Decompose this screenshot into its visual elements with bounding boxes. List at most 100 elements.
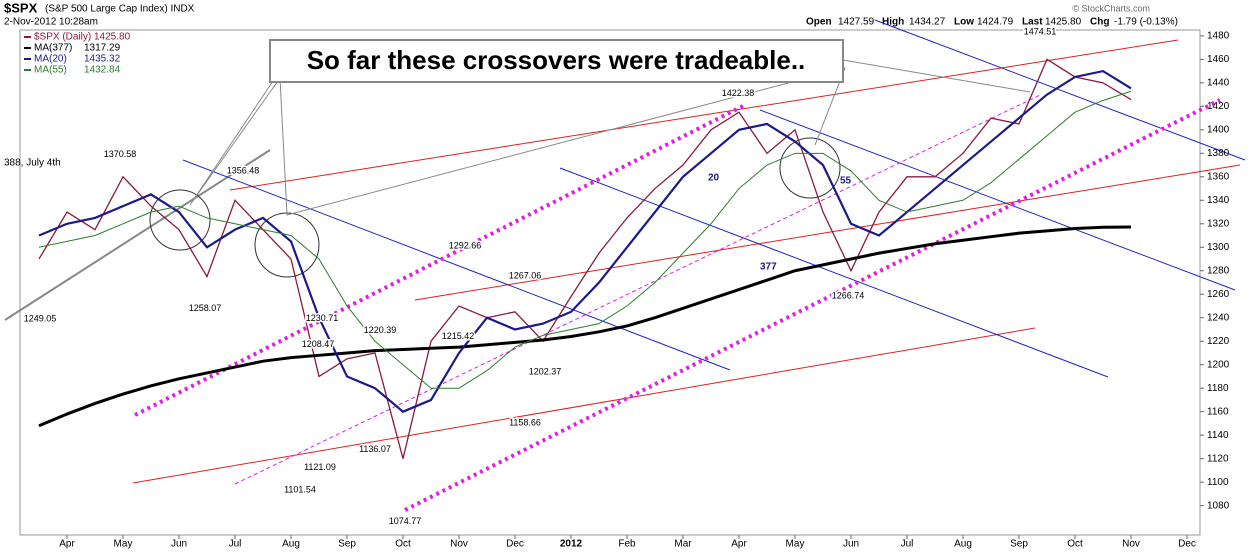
x-tick-label: Apr	[731, 539, 747, 550]
series-line	[38, 90, 1132, 389]
y-tick-label: 1360	[1207, 171, 1230, 182]
x-tick-label: May	[786, 539, 805, 550]
y-tick-label: 1320	[1207, 218, 1230, 229]
price-label: 1266.74	[832, 291, 865, 301]
note: 377	[760, 262, 777, 273]
legend-value: 1432.84	[84, 65, 121, 76]
quote-label: High	[882, 17, 904, 28]
credit: © StockCharts.com	[1072, 3, 1150, 13]
trend-line	[404, 98, 1221, 512]
legend-swatch	[24, 58, 31, 60]
price-label: 1220.39	[364, 325, 397, 335]
x-tick-label: May	[114, 539, 133, 550]
trend-line	[414, 164, 1241, 301]
legend-name: MA(377)	[34, 43, 72, 54]
price-label: 1230.71	[306, 313, 339, 323]
symbol: $SPX	[4, 0, 38, 15]
x-tick-label: Jul	[901, 539, 914, 550]
price-label: 1202.37	[529, 366, 562, 376]
legend-swatch	[24, 47, 31, 49]
x-tick-label: Mar	[674, 539, 692, 550]
trend-line	[132, 327, 1036, 484]
y-tick-label: 1100	[1207, 477, 1229, 488]
legend-swatch	[24, 69, 31, 71]
price-label: 1474.51	[1024, 27, 1057, 37]
trend-line	[4, 149, 271, 321]
y-tick-label: 1120	[1207, 453, 1229, 464]
crossover-circle	[149, 189, 211, 251]
trend-line	[182, 159, 731, 371]
x-tick-label: Feb	[618, 539, 636, 550]
trend-line	[759, 109, 1236, 291]
price-label: 1215.42	[442, 331, 475, 341]
series-line	[38, 69, 1132, 413]
price-label: 1121.09	[304, 462, 336, 472]
series-line	[38, 225, 1132, 428]
legend-value: 1317.29	[84, 43, 121, 54]
quote: Open 1427.59 High 1434.27 Low 1424.79 La…	[806, 17, 1178, 28]
price-label: 1356.48	[227, 165, 260, 175]
callout-text: So far these crossovers were tradeable..	[307, 45, 806, 75]
y-tick-label: 1140	[1207, 430, 1229, 441]
price-label: 1249.05	[24, 313, 57, 323]
y-tick-label: 1240	[1207, 312, 1230, 323]
x-tick-label: Dec	[506, 539, 524, 550]
note: 388, July 4th	[4, 158, 61, 169]
quote-label: Chg	[1090, 17, 1109, 28]
series-layer	[38, 58, 1132, 459]
legend-name: MA(20)	[34, 54, 67, 65]
trend-line	[229, 39, 1179, 191]
legend-swatch	[24, 36, 31, 38]
y-tick-label: 1160	[1207, 406, 1229, 417]
trend-lines	[4, 19, 1246, 512]
y-tick-label: 1200	[1207, 359, 1230, 370]
y-tick-label: 1460	[1207, 54, 1230, 65]
y-tick-label: 1480	[1207, 31, 1230, 42]
trend-line	[559, 167, 1109, 378]
callout-pointer	[842, 59, 1031, 93]
quote-value: -1.79 (-0.13%)	[1114, 17, 1178, 28]
y-tick-label: 1380	[1207, 148, 1230, 159]
y-tick-label: 1180	[1207, 383, 1229, 394]
callout-box	[269, 39, 844, 83]
price-label: 1370.58	[104, 149, 137, 159]
quote-label: Last	[1022, 17, 1043, 28]
price-label: 1208.47	[302, 339, 335, 349]
trend-line	[874, 19, 1246, 161]
x-tick-label: Nov	[450, 539, 468, 550]
x-tick-label: Aug	[954, 539, 972, 550]
legend-value: 1435.32	[84, 54, 121, 65]
x-tick-label: Sep	[1010, 539, 1028, 550]
quote-label: Low	[954, 17, 974, 28]
crossover-circle	[779, 137, 841, 199]
quote-value: 1434.27	[909, 17, 946, 28]
note: 20	[708, 173, 720, 184]
y-tick-label: 1260	[1207, 289, 1230, 300]
legend-name: MA(55)	[34, 65, 67, 76]
price-label: 1101.54	[284, 485, 316, 495]
legend-value: 1425.80	[94, 32, 131, 43]
x-tick-label: Jul	[229, 539, 242, 550]
legend-name: $SPX (Daily)	[34, 32, 91, 43]
note: 55	[840, 176, 852, 187]
trend-line	[234, 94, 1041, 485]
y-tick-label: 1280	[1207, 265, 1230, 276]
y-tick-label: 1080	[1207, 500, 1230, 511]
y-tick-label: 1420	[1207, 101, 1230, 112]
x-tick-label: 2012	[560, 539, 583, 550]
y-tick-label: 1220	[1207, 336, 1230, 347]
quote-value: 1424.79	[977, 17, 1014, 28]
x-tick-label: Dec	[1178, 539, 1196, 550]
quote-label: Open	[806, 17, 832, 28]
trend-line	[134, 103, 746, 417]
plot-area	[19, 29, 1201, 536]
x-tick-label: Oct	[395, 539, 411, 550]
quote-value: 1425.80	[1045, 17, 1082, 28]
x-tick-label: Nov	[1122, 539, 1140, 550]
x-tick-label: Jun	[843, 539, 859, 550]
price-label: 1074.77	[389, 516, 422, 526]
y-tick-label: 1440	[1207, 77, 1230, 88]
price-label: 1158.66	[509, 418, 541, 428]
y-tick-label: 1340	[1207, 195, 1230, 206]
